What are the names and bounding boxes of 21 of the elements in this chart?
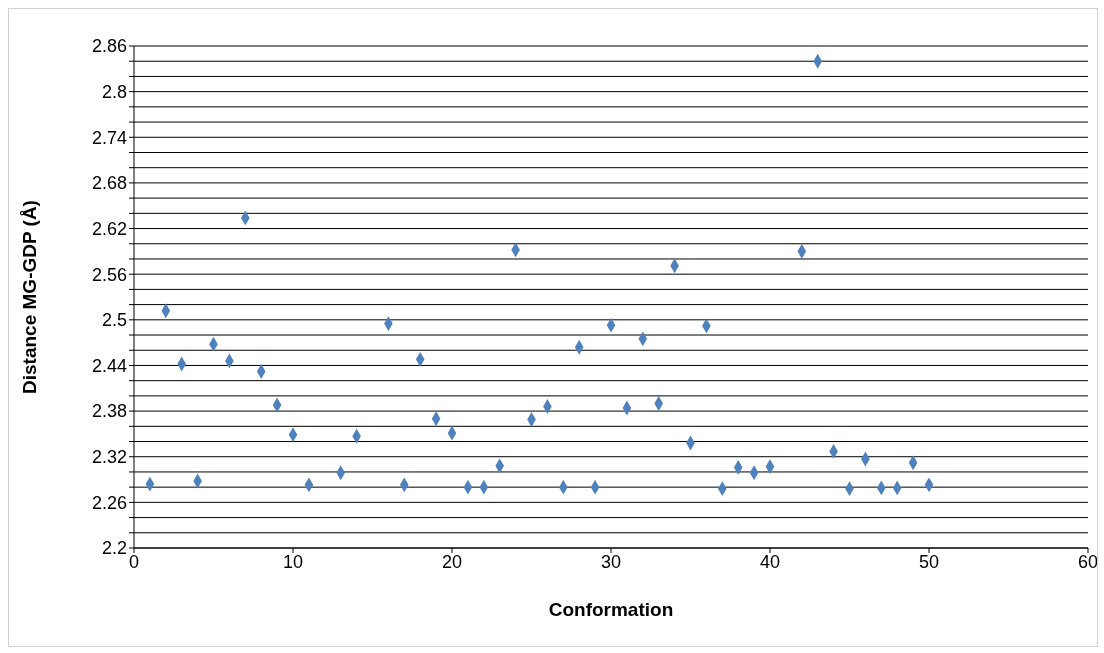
y-tick-label: 2.74	[91, 127, 127, 148]
y-tick-label: 2.26	[91, 492, 127, 513]
y-tick-label: 2.2	[101, 538, 127, 559]
y-tick-label: 2.86	[91, 36, 127, 57]
y-tick-label: 2.68	[91, 173, 127, 194]
x-tick-label: 50	[918, 551, 940, 572]
y-tick-label: 2.32	[91, 447, 127, 468]
y-tick-label: 2.44	[91, 355, 127, 376]
x-tick-label: 40	[759, 551, 781, 572]
y-tick-label: 2.38	[91, 401, 127, 422]
x-tick-label: 30	[600, 551, 622, 572]
x-axis-title: Conformation	[548, 599, 674, 620]
y-tick-label: 2.5	[101, 310, 127, 331]
y-tick-label: 2.56	[91, 264, 127, 285]
y-tick-label: 2.8	[101, 82, 127, 103]
y-axis-title: Distance MG-GDP (Å)	[18, 200, 40, 394]
x-tick-label: 60	[1077, 551, 1099, 572]
x-tick-label: 0	[128, 551, 140, 572]
y-tick-label: 2.62	[91, 218, 127, 239]
x-tick-label: 10	[282, 551, 304, 572]
x-tick-label: 20	[441, 551, 463, 572]
